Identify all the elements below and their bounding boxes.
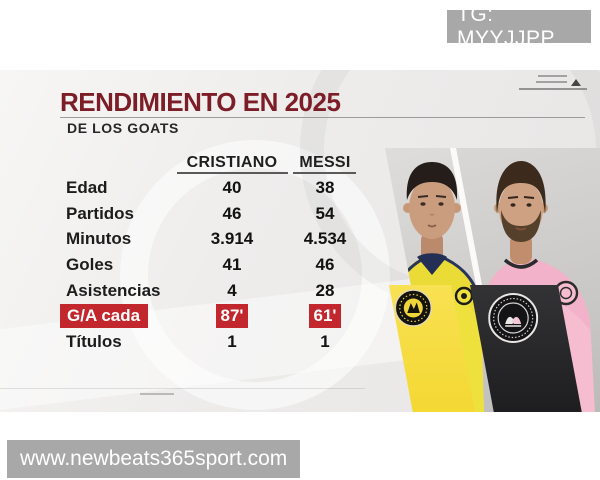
messi-value: 38	[315, 177, 335, 197]
website-watermark-text: www.newbeats365sport.com	[20, 447, 288, 470]
al-nassr-banner	[389, 285, 475, 412]
menu-underline	[519, 88, 587, 90]
table-row: Partidos 46 54	[66, 201, 366, 227]
cristiano-value: 1	[227, 331, 237, 351]
highlight-badge: G/A cada	[60, 304, 149, 329]
cristiano-value: 4	[227, 280, 237, 300]
highlight-badge: 61'	[308, 304, 342, 329]
row-label: Partidos	[66, 203, 135, 223]
al-nassr-crest-icon	[394, 289, 433, 327]
background-dash	[140, 393, 174, 395]
table-row: Edad 40 38	[66, 175, 366, 201]
messi-value: 4.534	[303, 229, 347, 249]
cristiano-value: 40	[222, 177, 242, 197]
messi-value: 46	[315, 254, 335, 274]
stats-table: Edad 40 38 Partidos 46 54 Minutos 3.914 …	[60, 175, 366, 355]
telegram-watermark-badge: TG: MYYJJPP	[447, 3, 591, 50]
row-label: G/A cada	[60, 304, 177, 329]
row-label: Minutos	[66, 229, 132, 249]
background-divider-line	[0, 388, 365, 389]
title-rule	[60, 117, 585, 118]
column-header-messi: MESSI	[299, 154, 351, 171]
table-row: Minutos 3.914 4.534	[66, 226, 366, 252]
page-title: RENDIMIENTO EN 2025	[60, 87, 341, 117]
cristiano-value: 46	[222, 203, 242, 223]
arrow-up-icon	[571, 79, 581, 86]
tv-graphic: RENDIMIENTO EN 2025 DE LOS GOATS CRISTIA…	[0, 70, 600, 412]
telegram-watermark-text: TG: MYYJJPP	[457, 2, 556, 50]
cristiano-value: 41	[222, 254, 242, 274]
highlight-badge: 87'	[215, 304, 249, 329]
cristiano-value: 3.914	[210, 229, 254, 249]
row-label: Goles	[66, 254, 114, 274]
messi-value: 61'	[287, 304, 363, 329]
messi-value: 28	[315, 280, 335, 300]
row-label: Edad	[66, 177, 108, 197]
menu-icon	[538, 75, 567, 77]
row-label: Asistencias	[66, 280, 161, 300]
cristiano-value: 87'	[177, 304, 287, 329]
messi-value: 54	[315, 203, 335, 223]
page-subtitle: DE LOS GOATS	[67, 120, 179, 136]
table-row: Goles 41 46	[66, 252, 366, 278]
website-watermark-badge: www.newbeats365sport.com	[7, 440, 300, 478]
row-label: Títulos	[66, 331, 122, 351]
menu-icon	[536, 81, 567, 83]
column-underline	[177, 172, 288, 174]
column-underline	[293, 172, 356, 174]
messi-value: 1	[320, 331, 330, 351]
inter-miami-banner	[470, 285, 582, 412]
column-header-cristiano: CRISTIANO	[186, 154, 278, 171]
table-row: Asistencias 4 28	[66, 278, 366, 304]
table-row: Títulos 1 1	[66, 329, 366, 355]
inter-miami-crest-icon	[488, 293, 539, 343]
table-row-highlighted: G/A cada 87' 61'	[60, 303, 366, 329]
